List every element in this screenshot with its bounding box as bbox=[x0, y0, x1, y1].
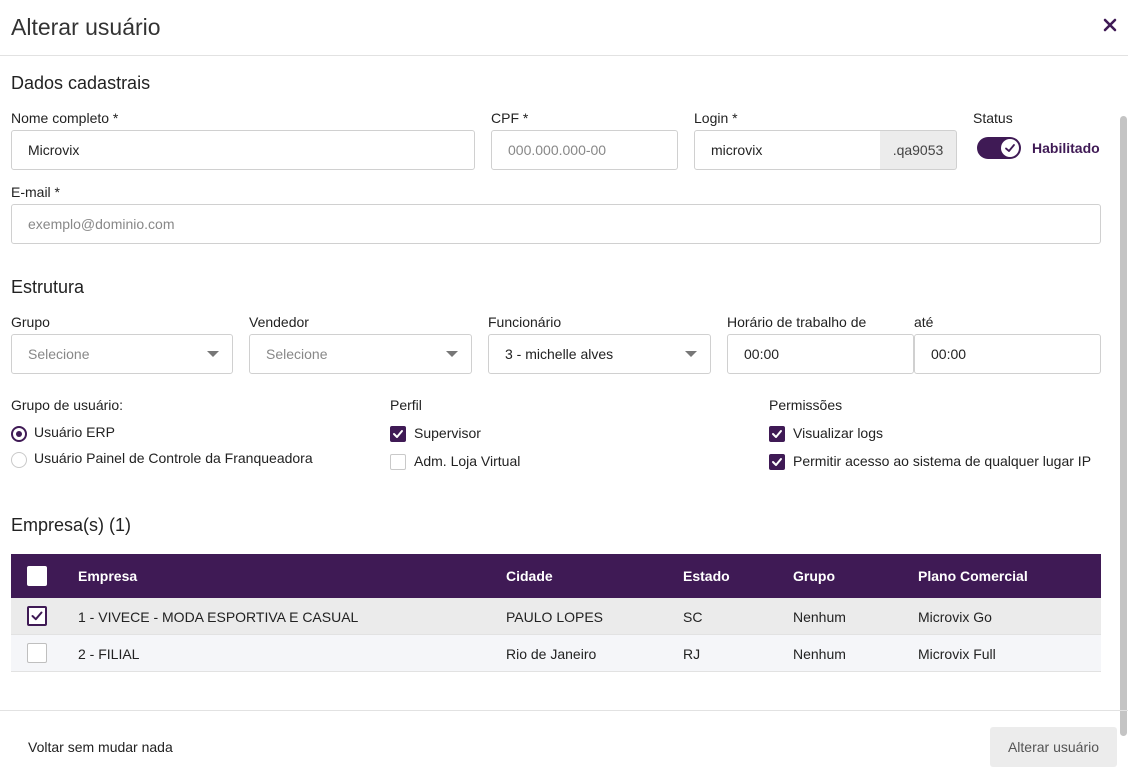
chevron-down-icon bbox=[446, 351, 458, 357]
chevron-down-icon bbox=[207, 351, 219, 357]
cell-grupo: Nenhum bbox=[793, 609, 846, 625]
horario-ate-input[interactable]: 00:00 bbox=[914, 334, 1101, 374]
cell-cidade: Rio de Janeiro bbox=[506, 646, 597, 662]
radio-usuario-painel-label: Usuário Painel de Controle da Franqueado… bbox=[34, 450, 313, 466]
checkbox-acesso-ip-label: Permitir acesso ao sistema de qualquer l… bbox=[793, 453, 1092, 469]
login-label: Login * bbox=[694, 110, 738, 126]
nome-input[interactable]: Microvix bbox=[11, 130, 475, 170]
submit-button[interactable]: Alterar usuário bbox=[990, 727, 1117, 767]
radio-usuario-erp-label: Usuário ERP bbox=[34, 424, 115, 440]
email-input[interactable]: exemplo@dominio.com bbox=[11, 204, 1101, 244]
checkbox-visualizar-logs[interactable] bbox=[769, 426, 785, 442]
page-title: Alterar usuário bbox=[11, 14, 161, 40]
vendedor-select-value: Selecione bbox=[266, 346, 328, 362]
row-checkbox[interactable] bbox=[27, 606, 47, 626]
column-header-plano[interactable]: Plano Comercial bbox=[918, 568, 1028, 584]
grupo-select-value: Selecione bbox=[28, 346, 90, 362]
cell-plano: Microvix Go bbox=[918, 609, 992, 625]
row-checkbox[interactable] bbox=[27, 643, 47, 663]
check-icon bbox=[31, 611, 43, 621]
email-label: E-mail * bbox=[11, 184, 61, 200]
section-title-estrutura: Estrutura bbox=[11, 277, 85, 297]
check-icon bbox=[772, 458, 782, 466]
cpf-label: CPF * bbox=[491, 110, 529, 126]
funcionario-label: Funcionário bbox=[488, 314, 562, 330]
status-text: Habilitado bbox=[1032, 140, 1100, 156]
scrollbar[interactable] bbox=[1120, 116, 1127, 736]
dialog-header: Alterar usuário bbox=[0, 0, 1128, 56]
dialog-content: Dados cadastrais Nome completo * Microvi… bbox=[0, 56, 1128, 736]
cell-cidade: PAULO LOPES bbox=[506, 609, 604, 625]
check-icon bbox=[1005, 144, 1015, 152]
funcionario-select-value: 3 - michelle alves bbox=[505, 346, 614, 362]
cell-empresa: 2 - FILIAL bbox=[78, 646, 140, 662]
select-all-checkbox[interactable] bbox=[27, 566, 47, 586]
table-header: Empresa Cidade Estado Grupo Plano Comerc… bbox=[11, 554, 1101, 598]
checkbox-supervisor[interactable] bbox=[390, 426, 406, 442]
grupo-select[interactable]: Selecione bbox=[11, 334, 233, 374]
permissoes-label: Permissões bbox=[769, 397, 843, 413]
login-input[interactable]: microvix bbox=[694, 130, 881, 170]
section-title-empresas: Empresa(s) (1) bbox=[11, 515, 132, 535]
grupo-label: Grupo bbox=[11, 314, 50, 330]
check-icon bbox=[393, 430, 403, 438]
checkbox-adm-loja-virtual[interactable] bbox=[390, 454, 406, 470]
radio-usuario-erp[interactable] bbox=[11, 426, 27, 442]
cell-grupo: Nenhum bbox=[793, 646, 846, 662]
cell-plano: Microvix Full bbox=[918, 646, 996, 662]
perfil-label: Perfil bbox=[390, 397, 422, 413]
vendedor-label: Vendedor bbox=[249, 314, 309, 330]
section-title-dados: Dados cadastrais bbox=[11, 73, 151, 93]
funcionario-select[interactable]: 3 - michelle alves bbox=[488, 334, 711, 374]
table-row[interactable]: 1 - VIVECE - MODA ESPORTIVA E CASUAL PAU… bbox=[11, 598, 1101, 635]
cell-estado: SC bbox=[683, 609, 703, 625]
column-header-cidade[interactable]: Cidade bbox=[506, 568, 553, 584]
horario-de-label: Horário de trabalho de bbox=[727, 314, 867, 330]
column-header-empresa[interactable]: Empresa bbox=[78, 568, 138, 584]
grupo-usuario-label: Grupo de usuário: bbox=[11, 397, 124, 413]
checkbox-adm-loja-virtual-label: Adm. Loja Virtual bbox=[414, 453, 521, 469]
status-toggle[interactable] bbox=[977, 137, 1021, 159]
nome-label: Nome completo * bbox=[11, 110, 119, 126]
check-icon bbox=[772, 430, 782, 438]
status-label: Status bbox=[973, 110, 1013, 126]
checkbox-acesso-ip[interactable] bbox=[769, 454, 785, 470]
login-suffix: .qa9053 bbox=[880, 130, 957, 170]
cell-estado: RJ bbox=[683, 646, 701, 662]
dialog-footer: Voltar sem mudar nada Alterar usuário bbox=[0, 710, 1128, 781]
checkbox-visualizar-logs-label: Visualizar logs bbox=[793, 425, 884, 441]
radio-usuario-painel[interactable] bbox=[11, 452, 27, 468]
checkbox-supervisor-label: Supervisor bbox=[414, 425, 481, 441]
chevron-down-icon bbox=[685, 351, 697, 357]
close-icon[interactable] bbox=[1102, 17, 1118, 33]
column-header-grupo[interactable]: Grupo bbox=[793, 568, 835, 584]
table-row[interactable]: 2 - FILIAL Rio de Janeiro RJ Nenhum Micr… bbox=[11, 635, 1101, 672]
horario-de-input[interactable]: 00:00 bbox=[727, 334, 914, 374]
back-button[interactable]: Voltar sem mudar nada bbox=[28, 739, 173, 755]
cpf-input[interactable]: 000.000.000-00 bbox=[491, 130, 678, 170]
cell-empresa: 1 - VIVECE - MODA ESPORTIVA E CASUAL bbox=[78, 609, 359, 625]
column-header-estado[interactable]: Estado bbox=[683, 568, 730, 584]
vendedor-select[interactable]: Selecione bbox=[249, 334, 472, 374]
horario-ate-label: até bbox=[914, 314, 934, 330]
toggle-knob bbox=[1001, 139, 1019, 157]
